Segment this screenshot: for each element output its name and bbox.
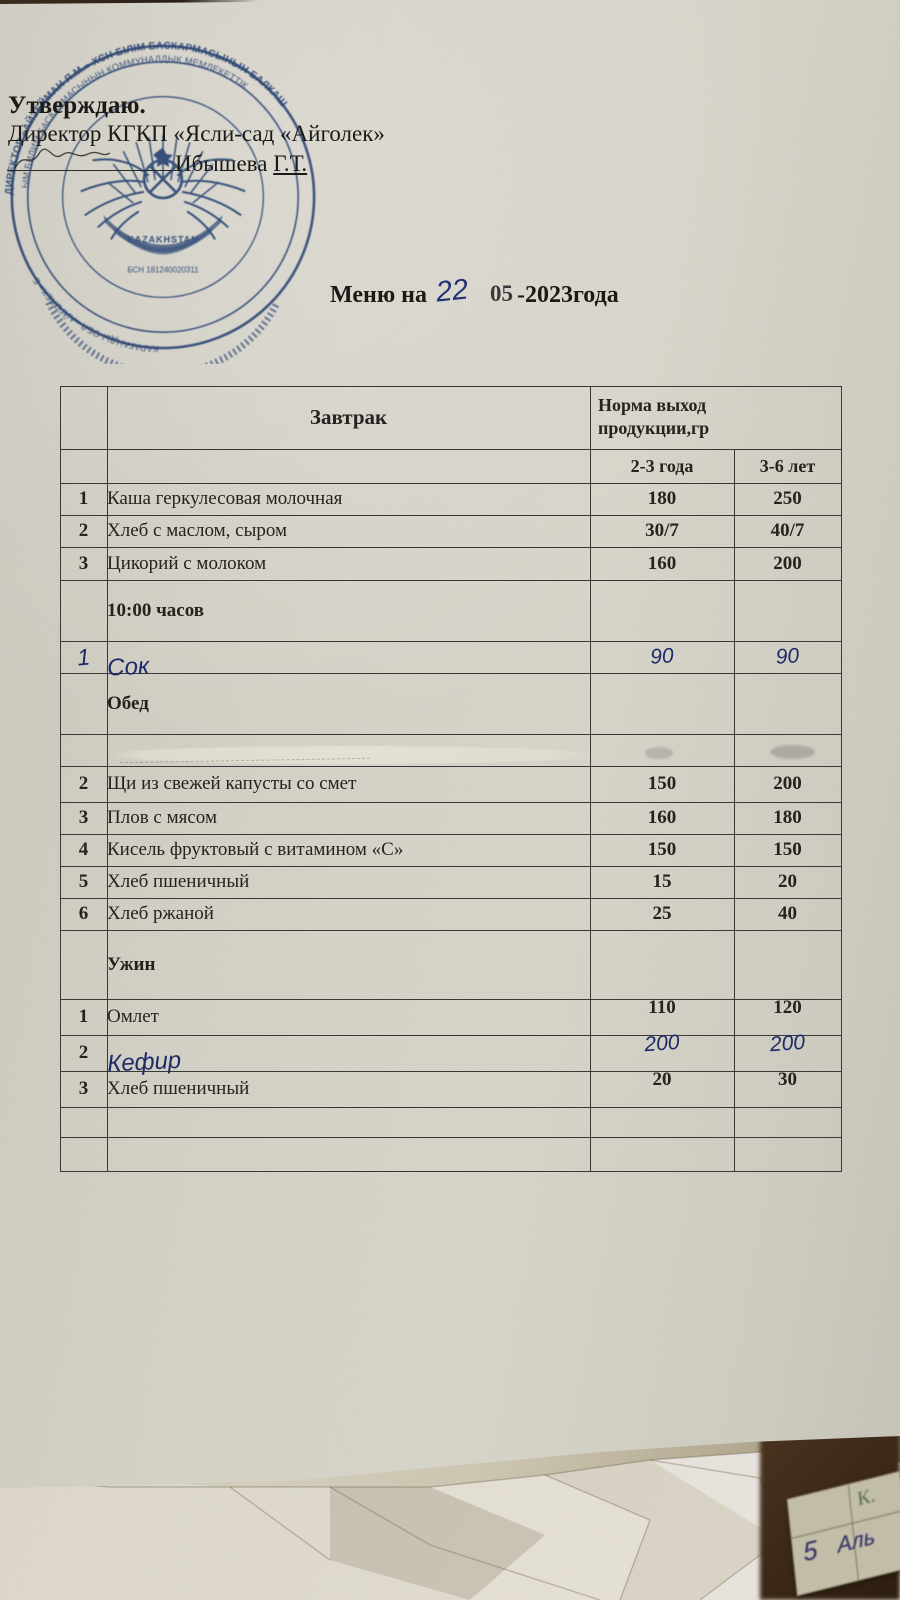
svg-text:KAZAKHSTAN: KAZAKHSTAN: [127, 235, 198, 245]
svg-text:КАРАГАНДЫ ОБЛ «АЙГОЛЕК» Б: КАРАГАНДЫ ОБЛ «АЙГОЛЕК» Б: [31, 275, 159, 354]
svg-text:БСН 181240020311: БСН 181240020311: [127, 266, 199, 275]
